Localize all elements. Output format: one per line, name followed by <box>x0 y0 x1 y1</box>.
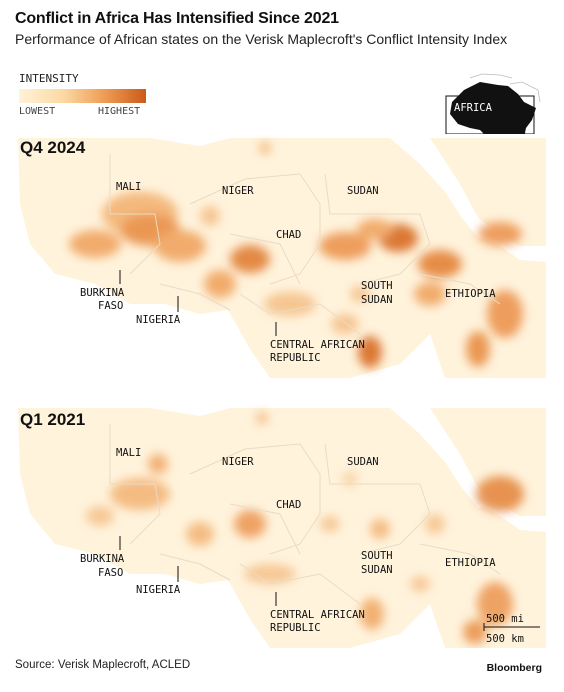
nile-delta-sea <box>400 408 430 424</box>
label-south: SOUTH <box>361 280 393 292</box>
intensity-hotspots <box>69 142 523 368</box>
nile-delta-sea <box>400 138 430 154</box>
label-central-african: CENTRAL AFRICAN <box>270 609 365 621</box>
label-faso: FASO <box>98 567 123 579</box>
label-south: SOUTH <box>361 550 393 562</box>
label-burkina: BURKINA <box>80 287 125 299</box>
label-niger: NIGER <box>222 456 254 468</box>
label-south-sudan: SUDAN <box>361 294 393 306</box>
red-sea <box>420 162 490 238</box>
label-mali: MALI <box>116 447 141 459</box>
scale-bar: 500 mi 500 km <box>483 613 540 645</box>
label-central-african: CENTRAL AFRICAN <box>270 339 365 351</box>
legend-low-label: LOWEST <box>19 106 56 117</box>
scale-km: 500 km <box>486 633 524 645</box>
country-borders <box>109 424 501 605</box>
label-sudan: SUDAN <box>347 185 379 197</box>
country-labels: MALI NIGER SUDAN CHAD BURKINA FASO NIGER… <box>80 181 496 364</box>
label-ethiopia: ETHIOPIA <box>445 557 496 569</box>
legend-high-label: HIGHEST <box>98 106 141 117</box>
label-nigeria: NIGERIA <box>136 314 181 326</box>
source-note: Source: Verisk Maplecroft, ACLED <box>15 659 191 671</box>
chart-title: Conflict in Africa Has Intensified Since… <box>15 10 339 27</box>
leader-lines <box>119 270 277 336</box>
country-borders <box>109 154 501 335</box>
label-nigeria: NIGERIA <box>136 584 181 596</box>
label-mali: MALI <box>116 181 141 193</box>
legend-title: INTENSITY <box>19 72 79 85</box>
label-ethiopia: ETHIOPIA <box>445 288 496 300</box>
chart-subtitle: Performance of African states on the Ver… <box>15 31 508 47</box>
label-burkina: BURKINA <box>80 553 125 565</box>
panel-label-q4-2024: Q4 2024 <box>20 138 86 157</box>
label-chad: CHAD <box>276 499 301 511</box>
map-q4-2024: MALI NIGER SUDAN CHAD BURKINA FASO NIGER… <box>0 134 546 378</box>
leader-lines <box>119 536 277 606</box>
label-south-sudan: SUDAN <box>361 564 393 576</box>
arabia-outline <box>509 81 541 103</box>
arabia-land <box>430 138 546 246</box>
europe-outline <box>469 73 513 79</box>
label-chad: CHAD <box>276 229 301 241</box>
label-sudan: SUDAN <box>347 456 379 468</box>
label-faso: FASO <box>98 300 123 312</box>
panel-label-q1-2021: Q1 2021 <box>20 410 86 429</box>
label-niger: NIGER <box>222 185 254 197</box>
locator-label: AFRICA <box>454 102 493 114</box>
map-q1-2021: MALI NIGER SUDAN CHAD BURKINA FASO NIGER… <box>0 404 546 648</box>
label-republic: REPUBLIC <box>270 622 321 634</box>
country-labels: MALI NIGER SUDAN CHAD BURKINA FASO NIGER… <box>80 447 496 634</box>
legend-gradient <box>19 89 146 103</box>
scale-miles: 500 mi <box>486 613 524 625</box>
brand-logo: Bloomberg <box>486 662 542 674</box>
red-sea <box>420 432 490 508</box>
label-republic: REPUBLIC <box>270 352 321 364</box>
